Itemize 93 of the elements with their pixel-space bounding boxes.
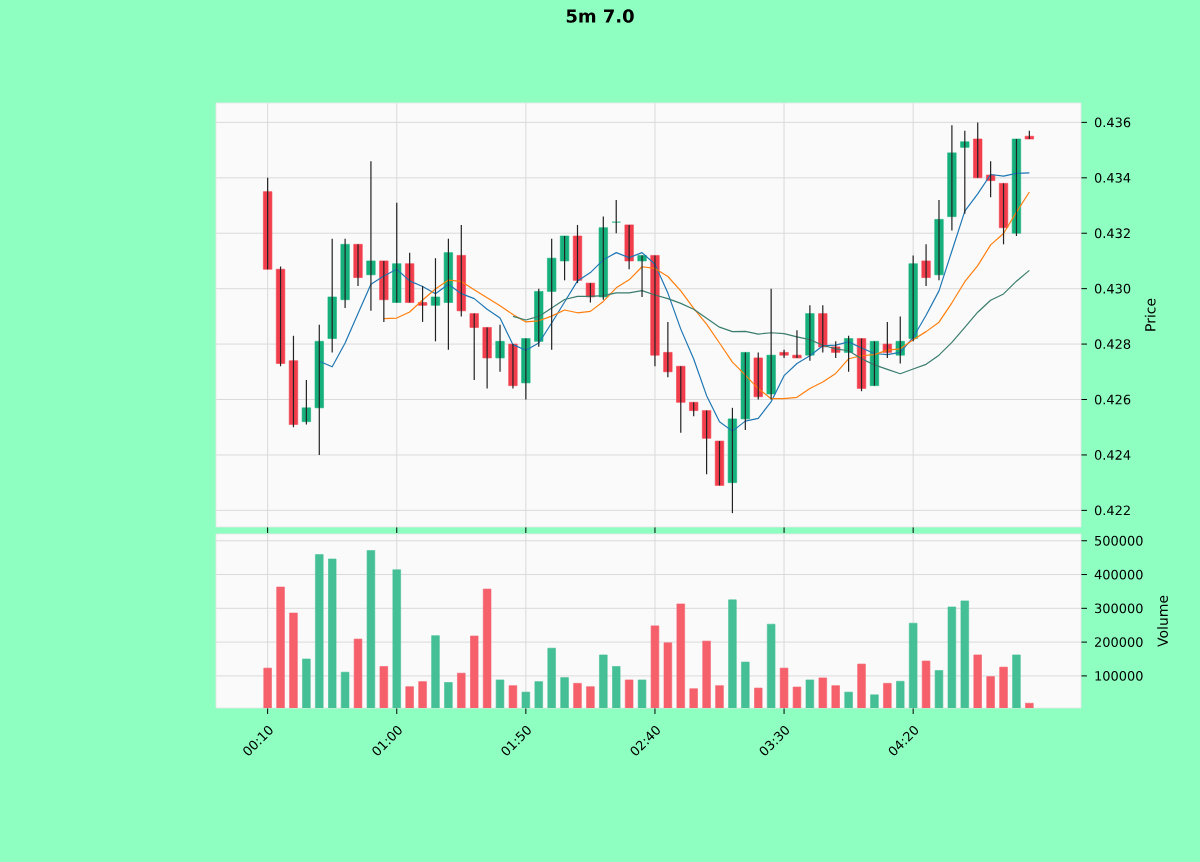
bar	[624, 679, 634, 708]
bar	[315, 554, 324, 708]
y-tick-label: 0.436	[1094, 117, 1131, 128]
candlestick	[301, 379, 311, 426]
bar	[586, 686, 595, 708]
bar	[573, 683, 582, 708]
bar	[831, 685, 840, 708]
bar	[650, 625, 660, 708]
y-tick-label: 0.434	[1094, 172, 1131, 183]
candlestick	[263, 177, 273, 270]
bar	[534, 681, 543, 708]
candlestick	[495, 324, 505, 373]
bar	[934, 670, 944, 708]
candlestick	[818, 304, 828, 354]
candlestick	[366, 160, 376, 312]
candlestick	[314, 324, 324, 456]
bar	[1025, 702, 1034, 708]
candlestick	[792, 329, 802, 359]
chart-title: 5m 7.0	[566, 9, 634, 23]
bar	[289, 612, 298, 708]
candlestick	[637, 254, 647, 298]
y-tick-label: 0.432	[1094, 228, 1130, 239]
candlestick	[960, 130, 970, 215]
y-tick-label: 0.422	[1094, 505, 1130, 516]
bar	[302, 658, 311, 708]
candlestick	[676, 365, 686, 434]
bar	[999, 666, 1008, 708]
bar	[457, 672, 466, 708]
candlestick	[430, 257, 441, 342]
bar	[418, 681, 427, 708]
bar	[792, 686, 802, 708]
candlestick	[560, 235, 570, 281]
y-axis-title: Volume	[1157, 595, 1168, 647]
bar	[702, 640, 711, 708]
y-tick-label: 0.428	[1094, 339, 1131, 349]
bar	[986, 676, 995, 708]
bar	[870, 694, 879, 708]
bar	[715, 685, 724, 708]
bar	[392, 569, 401, 708]
y-tick-label: 0.424	[1094, 450, 1131, 460]
bar	[973, 654, 982, 708]
bar	[908, 622, 918, 708]
candlestick	[908, 254, 918, 342]
y-tick-label: 0.426	[1094, 394, 1131, 405]
candlestick	[443, 238, 453, 351]
candlestick	[779, 349, 789, 359]
y-tick-label: 200000	[1094, 637, 1143, 648]
y-tick-label: 500000	[1095, 535, 1143, 546]
candlestick	[921, 243, 931, 287]
candlestick	[740, 351, 750, 431]
candlestick	[392, 202, 402, 304]
candlestick	[598, 216, 608, 301]
candlestick	[405, 252, 415, 304]
y-tick-label: 100000	[1095, 671, 1143, 681]
bar	[883, 683, 892, 708]
candlestick	[714, 440, 725, 487]
line-series	[512, 269, 1030, 375]
candlestick	[585, 282, 595, 304]
bar	[560, 677, 569, 708]
candlestick	[418, 285, 428, 323]
y-tick-label: 300000	[1095, 603, 1143, 614]
bar	[508, 685, 518, 708]
bar	[728, 599, 737, 708]
bar	[366, 550, 376, 708]
line-series	[318, 172, 1030, 432]
candlestick	[379, 260, 389, 323]
candlestick	[482, 326, 492, 390]
bar	[482, 588, 492, 708]
bar	[896, 681, 905, 708]
bar	[444, 682, 453, 708]
y-tick-label: 400000	[1094, 569, 1143, 580]
candlestick	[973, 121, 983, 179]
bar	[599, 654, 608, 708]
bar	[689, 688, 698, 708]
bar	[612, 666, 621, 708]
bar	[818, 677, 827, 708]
bar	[1012, 654, 1021, 708]
bar	[431, 635, 440, 708]
candlestick	[456, 224, 466, 317]
bar	[276, 586, 285, 708]
y-axis-title: Price	[1144, 298, 1156, 331]
bar	[960, 600, 969, 708]
candlestick	[547, 238, 557, 351]
candlestick	[469, 313, 479, 381]
bar	[328, 558, 337, 708]
bar	[405, 686, 414, 708]
line-series	[383, 191, 1030, 400]
candlestick	[753, 351, 763, 401]
candlestick	[327, 238, 337, 354]
y-tick-label: 0.430	[1094, 283, 1131, 294]
candlestick	[534, 288, 544, 348]
candlestick	[702, 410, 712, 475]
bar	[676, 603, 685, 708]
